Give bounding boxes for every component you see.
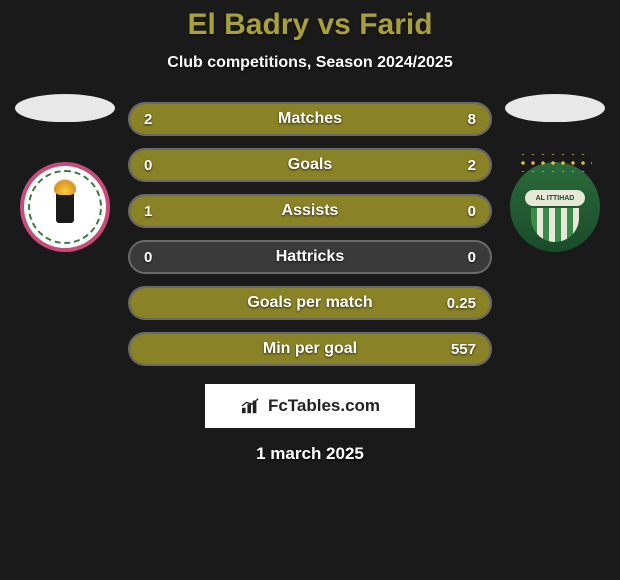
player-silhouette-right xyxy=(505,94,605,122)
bar-row: 557Min per goal xyxy=(128,332,492,366)
brand-text: FcTables.com xyxy=(268,396,380,416)
bar-row: 10Assists xyxy=(128,194,492,228)
date-text: 1 march 2025 xyxy=(256,444,364,464)
bar-row: 0.25Goals per match xyxy=(128,286,492,320)
bar-label: Matches xyxy=(130,110,490,128)
team-badge-right: AL ITTIHAD xyxy=(510,162,600,252)
bar-label: Hattricks xyxy=(130,248,490,266)
bar-row: 02Goals xyxy=(128,148,492,182)
bar-label: Assists xyxy=(130,202,490,220)
content-row: 28Matches 02Goals 10Assists 00Hattricks 0.25… xyxy=(0,94,620,378)
brand-box: FcTables.com xyxy=(205,384,415,428)
infographic-container: El Badry vs Farid Club competitions, Sea… xyxy=(0,0,620,580)
bar-row: 28Matches xyxy=(128,102,492,136)
team-badge-left xyxy=(20,162,110,252)
comparison-bars: 28Matches 02Goals 10Assists 00Hattricks 0.25… xyxy=(120,94,500,378)
bar-label: Goals per match xyxy=(130,294,490,312)
bar-row: 00Hattricks xyxy=(128,240,492,274)
ribbon-icon: AL ITTIHAD xyxy=(525,190,585,206)
page-title: El Badry vs Farid xyxy=(187,8,432,42)
shield-icon xyxy=(531,208,579,242)
bar-label: Goals xyxy=(130,156,490,174)
bar-label: Min per goal xyxy=(130,340,490,358)
chart-icon xyxy=(240,397,262,415)
left-side xyxy=(10,94,120,252)
subtitle: Club competitions, Season 2024/2025 xyxy=(167,54,452,72)
player-silhouette-left xyxy=(15,94,115,122)
torch-icon xyxy=(56,191,74,223)
right-side: AL ITTIHAD xyxy=(500,94,610,252)
